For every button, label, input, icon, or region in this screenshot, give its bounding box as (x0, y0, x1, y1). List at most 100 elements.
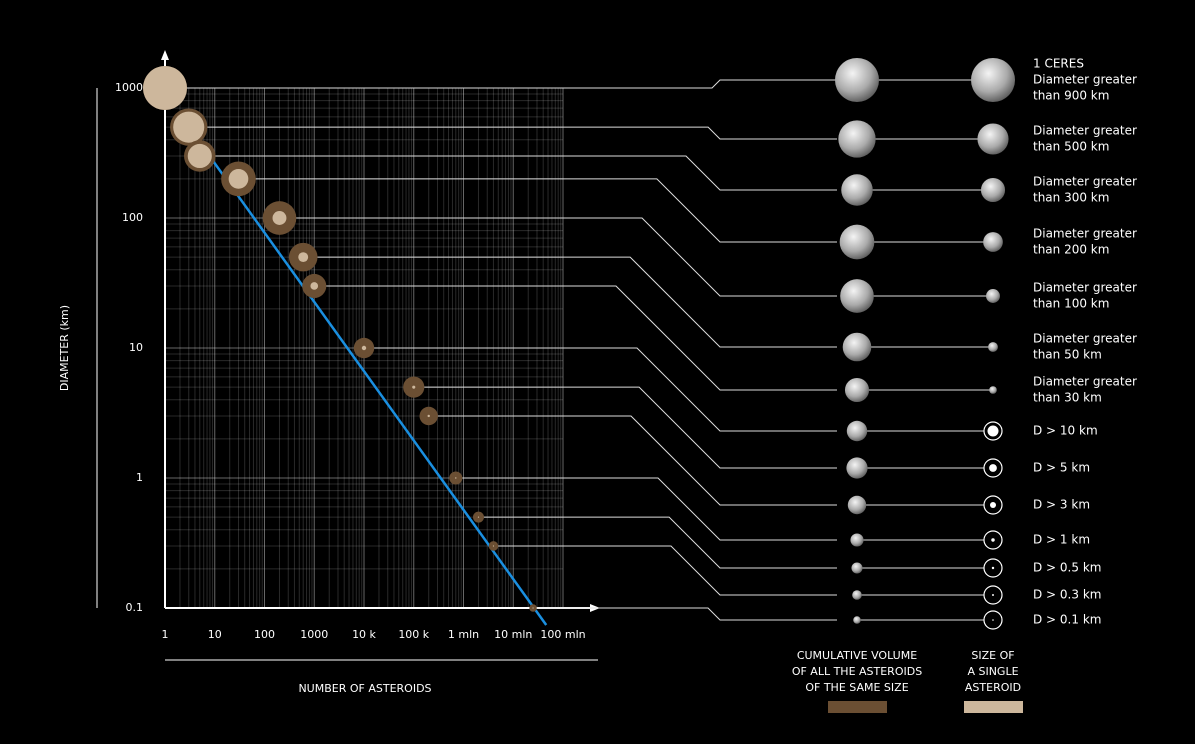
single-bubble (310, 282, 319, 290)
asteroid-single-dot (989, 464, 997, 472)
asteroid-single-dot (992, 594, 994, 596)
single-bubble (412, 385, 416, 389)
asteroid-single-image (980, 177, 1006, 203)
asteroid-label: D > 10 km (1033, 424, 1098, 438)
leader-line (188, 126, 837, 140)
asteroid-label: D > 0.3 km (1033, 588, 1101, 602)
asteroid-label: than 900 km (1033, 89, 1109, 103)
asteroid-cumulative-image (846, 420, 868, 442)
asteroid-single-image (977, 123, 1009, 155)
leader-line (238, 178, 837, 243)
leader-line (165, 79, 837, 89)
asteroid-label: 1 CERES (1033, 57, 1084, 71)
leader-line (199, 155, 837, 191)
asteroid-label: than 200 km (1033, 243, 1109, 257)
asteroid-single-image (971, 58, 1015, 102)
asteroid-cumulative-image (853, 616, 861, 624)
plot (143, 66, 548, 626)
x-tick-label: 10 k (352, 628, 376, 641)
legend-label: OF THE SAME SIZE (805, 681, 908, 694)
single-bubble (187, 143, 212, 169)
asteroid-cumulative-image (846, 457, 868, 479)
y-tick-label: 100 (122, 211, 143, 224)
asteroid-cumulative-image (841, 174, 873, 206)
leader-line (303, 256, 837, 348)
asteroid-single-dot (987, 425, 999, 437)
asteroid-label: than 50 km (1033, 348, 1102, 362)
asteroid-cumulative-image (842, 332, 872, 362)
asteroid-cumulative-image (835, 58, 879, 102)
asteroid-label: than 300 km (1033, 191, 1109, 205)
legend-label: OF ALL THE ASTEROIDS (792, 665, 922, 678)
asteroid-label: Diameter greater (1033, 375, 1137, 389)
asteroid-cumulative-image (847, 495, 867, 515)
asteroid-label: Diameter greater (1033, 175, 1137, 189)
asteroid-label: Diameter greater (1033, 73, 1137, 87)
asteroid-single-image (988, 342, 998, 352)
single-bubble (492, 545, 495, 547)
asteroid-label: Diameter greater (1033, 281, 1137, 295)
leader-lines (165, 79, 993, 621)
legend: CUMULATIVE VOLUME OF ALL THE ASTEROIDS OF … (792, 649, 1023, 713)
single-bubble (228, 169, 249, 189)
leader-line (364, 347, 837, 432)
asteroid-label: D > 0.1 km (1033, 613, 1101, 627)
trend-line (187, 126, 548, 626)
asteroid-cumulative-image (840, 279, 874, 313)
legend-label: ASTEROID (965, 681, 1021, 694)
asteroid-single-image (983, 232, 1003, 252)
asteroid-label: Diameter greater (1033, 227, 1137, 241)
y-tick-label: 1000 (115, 81, 143, 94)
asteroid-label: than 30 km (1033, 391, 1102, 405)
leader-line (533, 607, 837, 621)
asteroid-single-dot (991, 566, 995, 570)
single-bubble (143, 66, 187, 110)
x-tick-label: 100 mln (540, 628, 585, 641)
leader-line (455, 477, 837, 541)
asteroid-cumulative-image (844, 377, 870, 403)
leader-line (314, 285, 837, 391)
legend-swatch (964, 701, 1023, 713)
x-tick-label: 10 mln (494, 628, 532, 641)
single-bubble (477, 516, 480, 518)
x-tick-label: 100 k (398, 628, 429, 641)
y-tick-label: 10 (129, 341, 143, 354)
x-tick-label: 1 mln (448, 628, 479, 641)
x-tick-label: 10 (208, 628, 222, 641)
legend-swatch (828, 701, 887, 713)
leader-line (478, 516, 837, 569)
leader-line (279, 217, 837, 297)
single-bubble (427, 414, 430, 418)
asteroid-label: than 100 km (1033, 297, 1109, 311)
asteroid-label: than 500 km (1033, 140, 1109, 154)
asteroid-label: D > 1 km (1033, 533, 1090, 547)
asteroid-cumulative-image (851, 562, 863, 574)
grid (161, 50, 600, 612)
asteroid-label: D > 3 km (1033, 498, 1090, 512)
asteroid-cumulative-image (850, 533, 864, 547)
legend-label: A SINGLE (967, 665, 1018, 678)
x-tick-label: 1 (162, 628, 169, 641)
asteroid-single-dot (991, 538, 995, 542)
legend-label: CUMULATIVE VOLUME (797, 649, 917, 662)
y-tick-label: 1 (136, 471, 143, 484)
single-bubble (361, 345, 367, 351)
y-axis-arrow (161, 50, 169, 60)
asteroid-cumulative-image (839, 224, 875, 260)
single-bubble (272, 211, 287, 225)
x-axis-label: NUMBER OF ASTEROIDS (298, 682, 431, 695)
asteroid-single-image (986, 289, 1000, 303)
asteroid-label: Diameter greater (1033, 332, 1137, 346)
y-axis-label: DIAMETER (km) (58, 305, 71, 391)
y-tick-label: 0.1 (126, 601, 144, 614)
x-tick-label: 100 (254, 628, 275, 641)
asteroid-label: D > 5 km (1033, 461, 1090, 475)
single-bubble (173, 111, 205, 143)
single-bubble (532, 607, 534, 609)
x-tick-label: 1000 (300, 628, 328, 641)
leader-line (413, 386, 837, 469)
single-bubble (455, 477, 457, 479)
asteroid-single-image (989, 386, 997, 394)
asteroid-single-dot (989, 501, 997, 509)
